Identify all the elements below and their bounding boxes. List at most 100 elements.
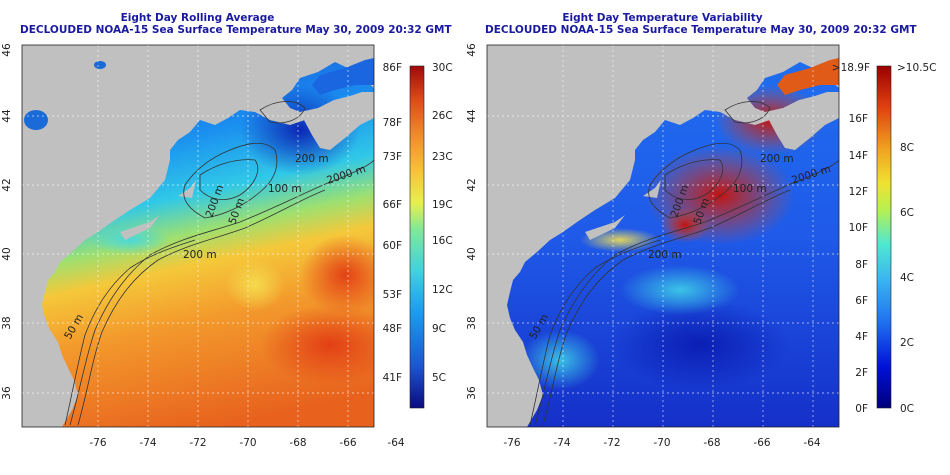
colorbar-f-label: 4F xyxy=(855,331,868,343)
left-warm-ring xyxy=(225,259,285,311)
right-mid-variability xyxy=(620,265,740,315)
colorbar-c-label: 12C xyxy=(432,284,453,296)
left-y-axis: 36 38 40 42 44 46 xyxy=(1,43,13,400)
x-tick: -64 xyxy=(803,437,820,449)
colorbar-f-label: 78F xyxy=(383,117,402,129)
x-tick: -72 xyxy=(189,437,206,449)
left-map-title: Eight Day Rolling Average xyxy=(120,12,275,24)
left-colorbar xyxy=(409,65,425,409)
x-tick: -68 xyxy=(703,437,720,449)
left-colorbar-f-labels: 86F 78F 73F 66F 60F 53F 48F 41F xyxy=(383,62,402,384)
right-x-axis: -76 -74 -72 -70 -68 -66 -64 xyxy=(503,437,820,449)
x-tick: -66 xyxy=(753,437,770,449)
colorbar-f-label: 10F xyxy=(849,222,868,234)
y-tick: 42 xyxy=(466,178,478,191)
right-shelf-variability xyxy=(520,330,600,390)
contour-label: 100 m xyxy=(268,183,302,195)
colorbar-f-label: 53F xyxy=(383,289,402,301)
x-tick: -66 xyxy=(339,437,356,449)
contour-label: 200 m xyxy=(648,249,682,261)
left-map xyxy=(22,45,374,427)
left-cape-cod xyxy=(178,180,196,198)
y-tick: 40 xyxy=(1,247,13,260)
right-long-island xyxy=(585,215,625,240)
y-tick: 44 xyxy=(466,109,478,123)
right-colorbar-f-labels: >18.9F 16F 14F 12F 10F 8F 6F 4F 2F 0F xyxy=(832,62,870,415)
left-x-axis: -76 -74 -72 -70 -68 -66 -64 xyxy=(89,437,404,449)
left-map-subtitle: DECLOUDED NOAA-15 Sea Surface Temperatur… xyxy=(20,24,452,36)
y-tick: 40 xyxy=(466,247,478,260)
right-hot-spot xyxy=(660,207,710,243)
right-gridlines xyxy=(487,45,839,427)
colorbar-f-label: 8F xyxy=(855,259,868,271)
right-st-lawrence xyxy=(777,58,839,95)
colorbar-c-label: 16C xyxy=(432,235,453,247)
right-colorbar xyxy=(876,65,892,409)
y-tick: 42 xyxy=(1,178,13,191)
colorbar-f-label: 73F xyxy=(383,151,402,163)
colorbar-c-label: >10.5C xyxy=(897,62,937,74)
left-lake-2 xyxy=(94,61,106,69)
right-map-subtitle: DECLOUDED NOAA-15 Sea Surface Temperatur… xyxy=(485,24,917,36)
x-tick: -74 xyxy=(139,437,156,449)
colorbar-f-label: 0F xyxy=(855,403,868,415)
colorbar-f-label: 6F xyxy=(855,295,868,307)
y-tick: 36 xyxy=(466,386,478,400)
right-map-title: Eight Day Temperature Variability xyxy=(562,12,763,24)
y-tick: 44 xyxy=(1,109,13,123)
left-contours xyxy=(64,101,374,426)
left-st-lawrence xyxy=(312,58,374,95)
x-tick: -74 xyxy=(553,437,570,449)
colorbar-f-label: 60F xyxy=(383,240,402,252)
y-tick: 38 xyxy=(466,316,478,329)
colorbar-c-label: 23C xyxy=(432,151,453,163)
contour-label: 200 m xyxy=(183,249,217,261)
x-tick: -70 xyxy=(653,437,670,449)
x-tick: -64 xyxy=(387,437,404,449)
x-tick: -76 xyxy=(503,437,520,449)
colorbar-f-label: 2F xyxy=(855,367,868,379)
left-map-frame xyxy=(21,44,375,428)
right-contours xyxy=(529,101,839,426)
y-tick: 46 xyxy=(1,43,13,57)
colorbar-f-label: 16F xyxy=(849,113,868,125)
colorbar-c-label: 6C xyxy=(900,207,914,219)
left-long-island xyxy=(120,215,160,240)
left-lake xyxy=(24,110,48,130)
contour-label: 200 m xyxy=(760,153,794,165)
colorbar-f-label: 12F xyxy=(849,186,868,198)
right-nova-scotia xyxy=(765,92,839,150)
left-warm-region xyxy=(260,305,374,385)
left-land xyxy=(22,45,374,427)
x-tick: -72 xyxy=(603,437,620,449)
colorbar-c-label: 9C xyxy=(432,323,446,335)
colorbar-c-label: 4C xyxy=(900,272,914,284)
colorbar-f-label: >18.9F xyxy=(832,62,870,74)
x-tick: -68 xyxy=(289,437,306,449)
colorbar-c-label: 26C xyxy=(432,110,453,122)
colorbar-f-label: 48F xyxy=(383,323,402,335)
right-land xyxy=(487,45,839,427)
right-cape-cod xyxy=(643,180,661,198)
left-warm-eddy xyxy=(300,235,374,315)
left-shelf-water xyxy=(90,225,170,255)
colorbar-f-label: 66F xyxy=(383,199,402,211)
left-gridlines xyxy=(22,45,374,427)
colorbar-c-label: 30C xyxy=(432,62,453,74)
y-tick: 46 xyxy=(466,43,478,57)
contour-label: 100 m xyxy=(733,183,767,195)
right-map-frame xyxy=(486,44,840,428)
left-colorbar-c-labels: 30C 26C 23C 19C 16C 12C 9C 5C xyxy=(432,62,453,384)
colorbar-c-label: 19C xyxy=(432,199,453,211)
colorbar-f-label: 14F xyxy=(849,150,868,162)
colorbar-f-label: 41F xyxy=(383,372,402,384)
colorbar-c-label: 2C xyxy=(900,337,914,349)
left-nova-scotia xyxy=(300,92,374,150)
right-low-variability xyxy=(610,300,790,390)
right-y-axis: 36 38 40 42 44 46 xyxy=(466,43,478,400)
x-tick: -70 xyxy=(239,437,256,449)
contour-label: 200 m xyxy=(295,153,329,165)
x-tick: -76 xyxy=(89,437,106,449)
colorbar-f-label: 86F xyxy=(383,62,402,74)
